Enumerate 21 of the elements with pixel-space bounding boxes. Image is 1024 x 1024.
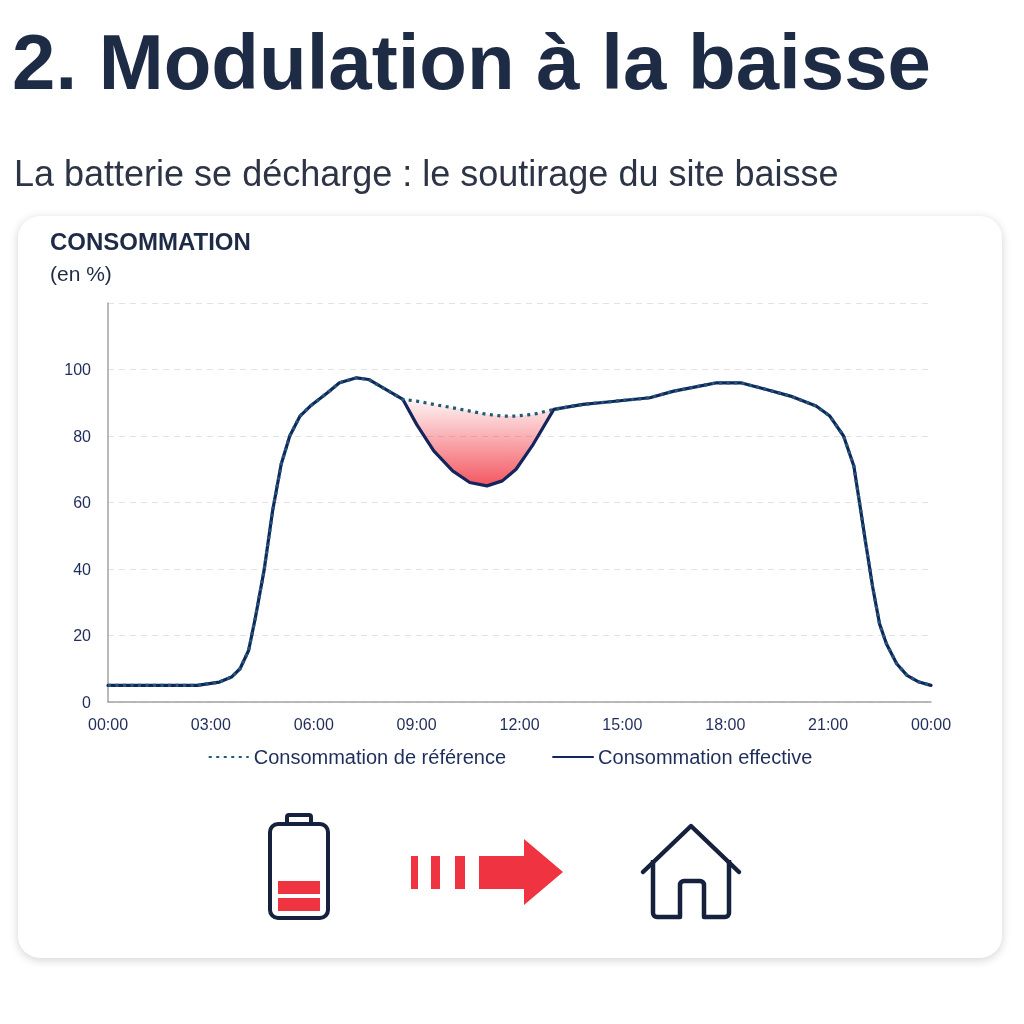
chart-title: 2. Modulation à la baisse	[12, 17, 931, 108]
legend-label: Consommation de référence	[253, 746, 507, 768]
legend-label: Consommation effective	[598, 746, 813, 768]
y-tick-label: 0	[82, 693, 92, 711]
x-tick-label: 03:00	[190, 715, 231, 733]
y-tick-label: 100	[64, 361, 92, 378]
y-tick-label: 80	[73, 427, 92, 445]
x-tick-label: 21:00	[808, 715, 849, 733]
y-tick-label: 60	[73, 494, 92, 511]
x-tick-label: 15:00	[602, 715, 643, 733]
y-tick-label: 20	[73, 627, 92, 644]
line-series	[106, 376, 933, 687]
y-axis-title: CONSOMMATION (en %)	[50, 228, 251, 286]
chart-subtitle: La batterie se décharge : le soutirage du site baisse	[14, 153, 839, 195]
x-tick-label: 06:00	[293, 715, 334, 733]
y-tick-label: 40	[73, 560, 92, 578]
x-tick-label: 18:00	[705, 715, 746, 733]
x-tick-label: 09:00	[396, 715, 437, 733]
x-tick-label: 00:00	[87, 715, 129, 733]
x-tick-label: 12:00	[499, 715, 540, 733]
x-tick-label: 00:00	[910, 715, 952, 733]
